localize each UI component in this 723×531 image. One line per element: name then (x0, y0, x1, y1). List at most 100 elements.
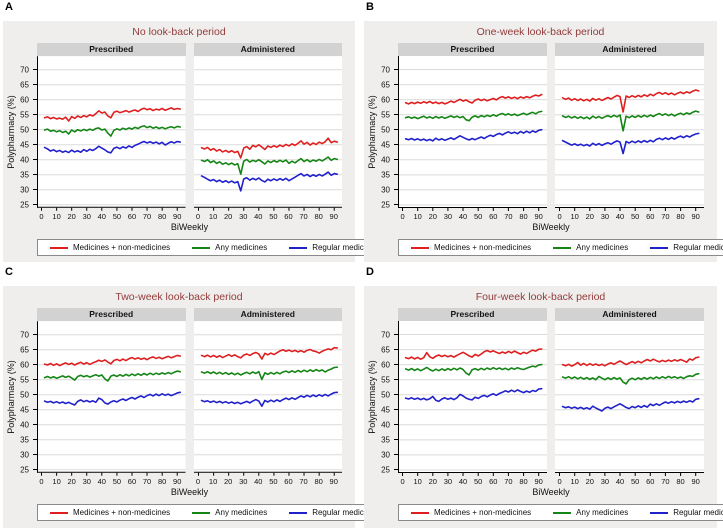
legend-label: Any medicines (215, 508, 268, 518)
y-tick-label: 45 (20, 405, 29, 415)
y-tick-mark (394, 469, 398, 471)
legend-item: Any medicines (553, 243, 628, 252)
y-tick-mark (394, 379, 398, 381)
y-tick-mark (394, 99, 398, 101)
y-tick-label: 40 (381, 420, 390, 430)
y-tick-label: 45 (381, 140, 390, 150)
panel-a: A No look-back period Polypharmacy (%) 7… (0, 0, 392, 265)
y-tick-label: 30 (20, 450, 29, 460)
x-tick-label: 90 (534, 212, 543, 221)
x-tick-label: 80 (314, 212, 323, 221)
x-tick-label: 70 (504, 212, 513, 221)
x-tick-label: 10 (52, 477, 61, 486)
y-tick-mark (33, 159, 37, 161)
y-tick-label: 55 (381, 110, 390, 120)
x-axis-label: BiWeekly (532, 222, 570, 232)
y-axis: Polypharmacy (%) 70 65 60 55 50 45 40 35 30 25 (3, 321, 37, 474)
legend-label: Regular medicines (312, 508, 379, 518)
legend-item: Medicines + non-medicines (411, 508, 531, 517)
legend: Medicines + non-medicines Any medicines … (37, 239, 392, 257)
x-tick-label: 30 (239, 212, 248, 221)
x-tick-label: 70 (142, 477, 152, 486)
subplot-prescribed: Prescribed 0 10 20 30 40 50 60 70 80 90 (37, 43, 186, 221)
x-tick-label: 50 (269, 212, 278, 221)
x-tick-label: 10 (570, 477, 579, 486)
legend: Medicines + non-medicines Any medicines … (37, 504, 392, 522)
line-chart (555, 56, 704, 211)
x-tick-label: 90 (173, 212, 182, 221)
x-tick-label: 0 (39, 212, 44, 221)
x-tick-label: 80 (314, 477, 323, 486)
y-tick-label: 25 (381, 465, 390, 475)
y-tick-label: 55 (381, 375, 390, 385)
y-tick-label: 55 (20, 110, 29, 120)
legend-line-green (553, 246, 572, 249)
x-tick-label: 40 (458, 477, 468, 486)
graph-box: Four-week look-back period Polypharmacy … (364, 286, 723, 528)
x-tick-label: 40 (254, 477, 263, 486)
subplot-header: Administered (193, 308, 342, 321)
x-tick-label: 60 (127, 212, 137, 221)
y-tick-mark (394, 424, 398, 426)
legend-line-red (411, 511, 429, 514)
x-tick-label: 90 (329, 477, 338, 486)
y-axis: Polypharmacy (%) 70 65 60 55 50 45 40 35 30 25 (364, 56, 398, 209)
x-axis-label: BiWeekly (170, 487, 209, 497)
y-tick-mark (33, 424, 37, 426)
x-tick-label: 50 (631, 212, 640, 221)
x-tick-label: 10 (570, 212, 579, 221)
y-tick-mark (394, 394, 398, 396)
x-tick-label: 0 (400, 212, 405, 221)
subplot-header: Administered (555, 43, 704, 56)
y-tick-mark (394, 189, 398, 191)
x-axis-ticks: 0 10 20 30 40 50 60 70 80 90 (398, 212, 547, 221)
line-chart (398, 321, 547, 476)
legend-label: Medicines + non-medicines (434, 508, 532, 518)
y-tick-mark (33, 144, 37, 146)
x-tick-label: 50 (474, 477, 483, 486)
x-tick-label: 0 (400, 477, 405, 486)
y-tick-mark (394, 159, 398, 161)
legend-item: Any medicines (192, 508, 267, 517)
x-tick-label: 20 (67, 477, 76, 486)
y-axis: Polypharmacy (%) 70 65 60 55 50 45 40 35 30 25 (364, 321, 398, 475)
y-tick-mark (33, 174, 37, 176)
y-tick-mark (394, 334, 398, 336)
x-tick-label: 70 (661, 212, 670, 221)
legend-line-blue (650, 246, 669, 249)
x-tick-label: 10 (208, 212, 218, 221)
graph-title: No look-back period (132, 26, 226, 38)
y-tick-mark (394, 364, 398, 366)
x-tick-label: 80 (519, 212, 528, 221)
x-axis-ticks: 0 10 20 30 40 50 60 70 80 90 (194, 477, 343, 486)
legend: Medicines + non-medicines Any medicines … (398, 504, 723, 522)
x-tick-label: 50 (269, 477, 278, 486)
subplot-header: Prescribed (37, 308, 186, 321)
legend-label: Regular medicines (673, 508, 723, 518)
y-tick-mark (394, 114, 398, 116)
x-tick-label: 70 (504, 477, 513, 486)
x-tick-label: 30 (82, 212, 91, 221)
y-tick-mark (33, 439, 37, 441)
legend-item: Medicines + non-medicines (411, 243, 531, 252)
x-tick-label: 40 (254, 212, 263, 221)
legend-line-red (411, 246, 429, 249)
y-tick-mark (394, 144, 398, 146)
y-tick-label: 45 (20, 140, 29, 150)
y-tick-mark (33, 114, 37, 116)
x-tick-label: 80 (519, 477, 528, 486)
x-tick-label: 30 (600, 477, 610, 486)
x-axis-label: BiWeekly (532, 487, 570, 497)
y-tick-label: 60 (381, 95, 390, 105)
x-tick-label: 30 (600, 212, 610, 221)
legend-item: Regular medicines (650, 243, 723, 252)
x-tick-label: 90 (691, 477, 700, 486)
y-tick-label: 60 (20, 95, 29, 105)
x-tick-label: 60 (646, 477, 655, 486)
y-tick-label: 30 (381, 185, 390, 195)
x-tick-label: 90 (173, 477, 182, 486)
y-tick-label: 40 (381, 155, 390, 165)
y-tick-label: 35 (381, 170, 390, 180)
x-tick-label: 90 (534, 477, 543, 486)
subplot-header: Administered (193, 43, 342, 56)
